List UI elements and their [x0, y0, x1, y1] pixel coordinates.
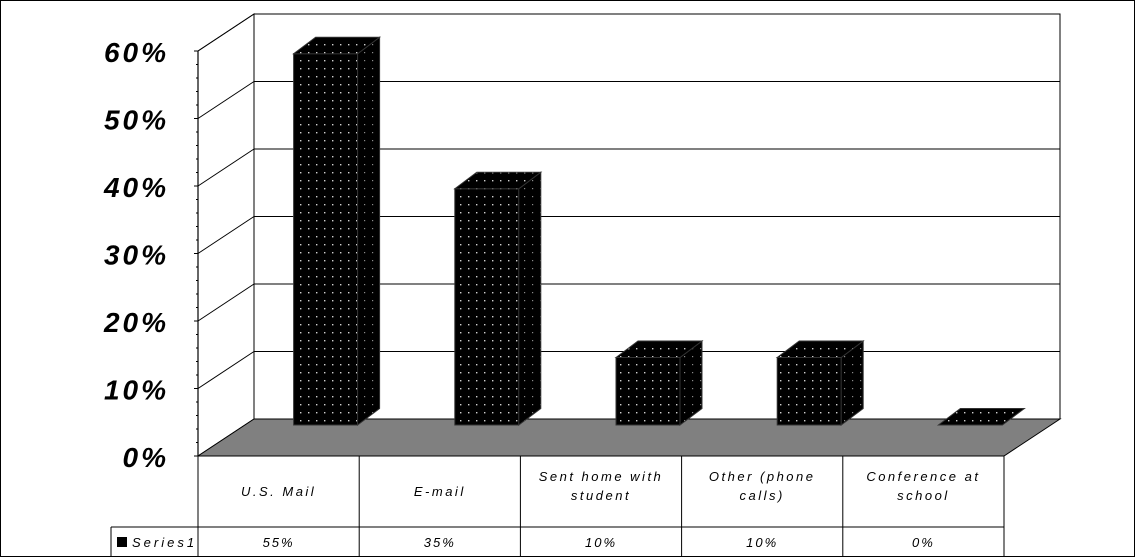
y-tick-label: 50% — [104, 105, 169, 136]
data-label: 10% — [585, 535, 617, 550]
bar-top — [775, 340, 865, 358]
gridline-side — [197, 216, 255, 254]
gridline-side — [197, 351, 255, 389]
bar-front — [776, 357, 842, 426]
bar-top — [936, 408, 1026, 426]
legend-label: Series1 — [132, 535, 197, 550]
bar-front — [615, 357, 681, 426]
data-label: 10% — [746, 535, 778, 550]
bar-top — [614, 340, 704, 358]
bar-front — [293, 53, 359, 426]
x-category-label: Conference at school — [866, 469, 980, 503]
bar — [614, 340, 704, 426]
x-category-label: U.S. Mail — [241, 484, 316, 499]
bar — [936, 408, 1026, 426]
y-tick-label: 20% — [103, 307, 169, 338]
x-category-label: Other (phone calls) — [709, 469, 816, 503]
bar — [292, 36, 382, 426]
gridline-side — [197, 13, 255, 52]
gridline-side — [197, 148, 255, 187]
bar-front — [454, 188, 520, 426]
bar — [775, 340, 865, 426]
bar-top — [292, 36, 382, 55]
x-category-label: E-mail — [414, 484, 466, 499]
y-tick-label: 30% — [104, 240, 169, 271]
gridline-side — [197, 283, 255, 322]
bar — [453, 171, 543, 426]
y-tick-label: 0% — [123, 442, 169, 473]
bar-side — [357, 36, 381, 426]
data-label: 0% — [912, 535, 935, 550]
data-label: 55% — [263, 535, 295, 550]
y-tick-label: 40% — [103, 172, 169, 203]
chart-floor — [196, 418, 1062, 457]
y-tick-label: 60% — [104, 37, 169, 68]
legend-key — [117, 537, 127, 547]
bar-top — [453, 171, 543, 190]
gridline-side — [197, 81, 255, 119]
y-tick-label: 10% — [104, 375, 169, 406]
data-label: 35% — [424, 535, 456, 550]
bar-side — [518, 171, 542, 426]
x-category-label: Sent home with student — [539, 469, 664, 503]
